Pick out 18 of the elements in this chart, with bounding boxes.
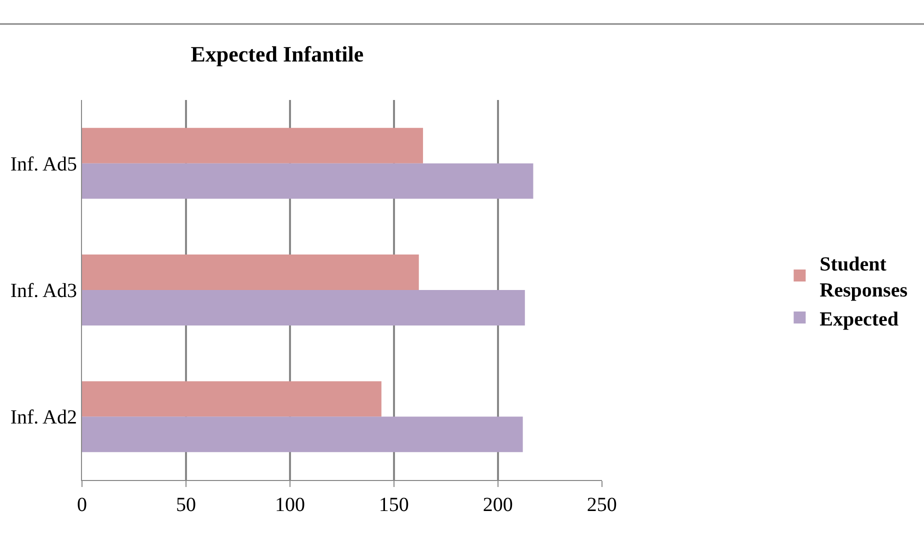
x-tick-label: 50 [176,494,196,516]
x-tick-label: 250 [586,494,617,516]
y-tick-label: Inf. Ad2 [10,406,77,429]
chart-title: Expected Infantile [190,42,364,67]
bar [82,381,382,417]
bar [82,128,424,164]
y-tick-label: Inf. Ad3 [10,280,77,302]
legend-label: Student Responses [820,253,908,302]
bar [82,416,523,452]
bar [82,290,525,326]
y-tick-label: Inf. Ad5 [10,153,77,176]
x-tick-label: 0 [77,494,87,516]
bar [82,254,419,290]
legend-label: Expected [820,308,899,330]
x-tick-label: 200 [482,494,513,516]
x-tick-label: 150 [378,494,409,516]
x-tick-label: 100 [274,494,305,516]
bar [82,163,534,199]
